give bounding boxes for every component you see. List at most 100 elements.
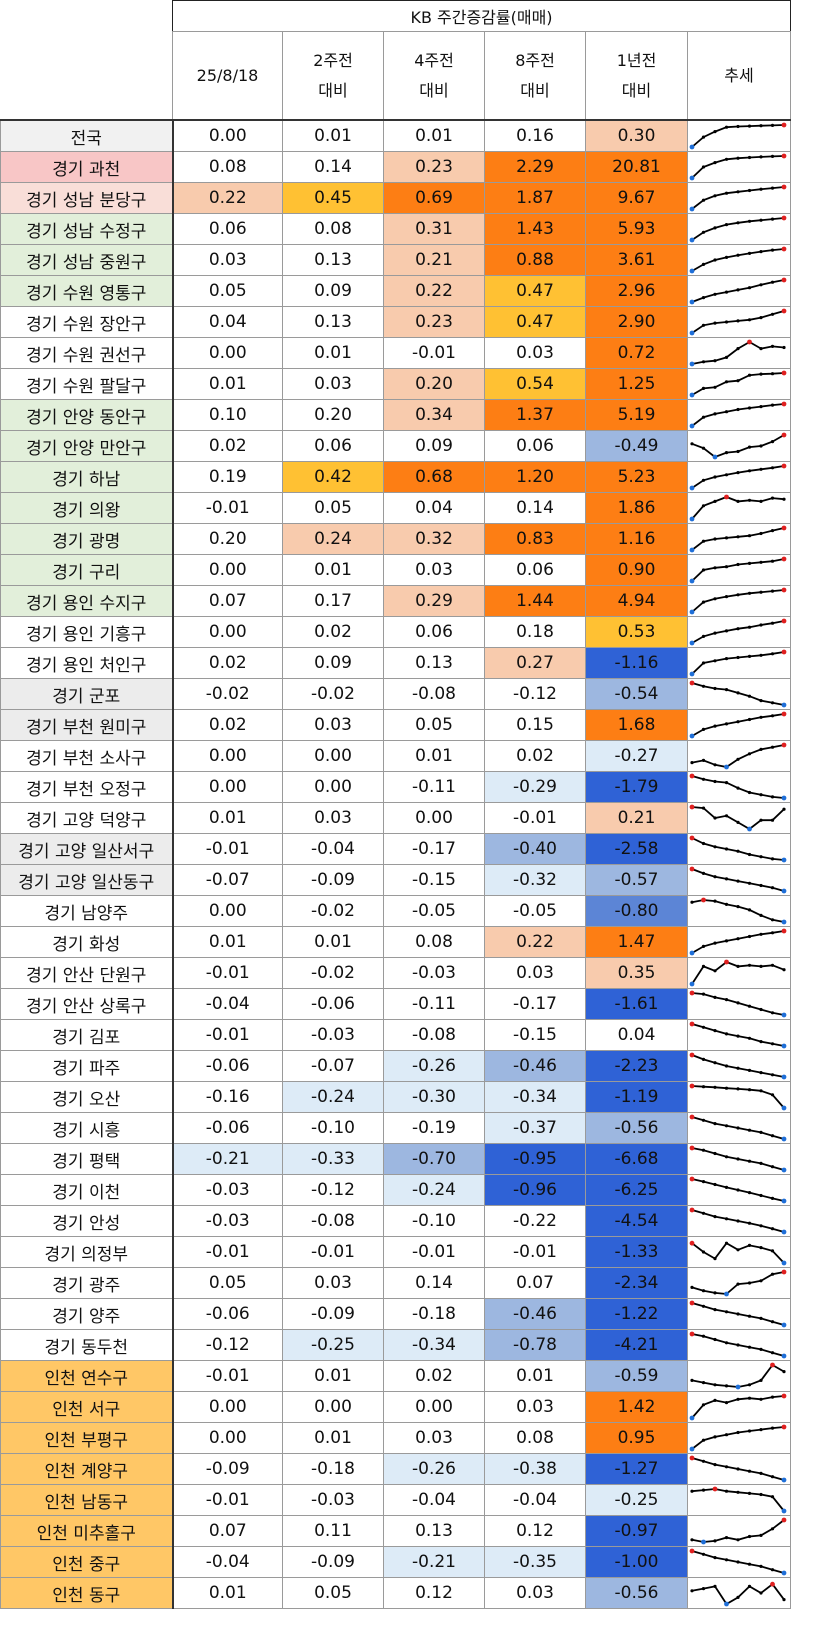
region-name: 경기 고양 덕양구 xyxy=(0,802,174,834)
region-name: 경기 파주 xyxy=(0,1050,174,1082)
value-week: -0.02 xyxy=(172,678,283,710)
value-1y: -1.22 xyxy=(585,1298,688,1330)
sparkline-point xyxy=(713,1398,717,1402)
sparkline-point xyxy=(770,652,775,656)
sparkline-point xyxy=(736,1157,740,1161)
sparkline-point xyxy=(747,1068,752,1072)
sparkline-point xyxy=(747,1243,752,1247)
sparkline-point xyxy=(759,715,763,719)
value-week: 0.01 xyxy=(172,1577,283,1609)
sparkline-min-point xyxy=(724,764,729,770)
table-row: 경기 군포 -0.02 -0.02 -0.08 -0.12 -0.54 xyxy=(0,678,791,710)
sparkline-point xyxy=(770,1093,775,1097)
sparkline-point xyxy=(713,258,717,262)
value-2w: -0.02 xyxy=(282,957,384,989)
sparkline-point xyxy=(747,1088,752,1092)
trend-sparkline xyxy=(687,461,791,493)
sparkline-point xyxy=(713,359,717,363)
value-1y: 5.19 xyxy=(585,399,688,431)
sparkline-min-point xyxy=(689,175,695,181)
value-8w: 0.14 xyxy=(484,492,586,524)
value-week: -0.06 xyxy=(172,1050,283,1082)
sparkline-point xyxy=(724,1341,729,1345)
sparkline-svg xyxy=(690,1269,787,1297)
sparkline-point xyxy=(759,1378,763,1382)
sparkline-min-point xyxy=(781,1260,787,1266)
trend-sparkline xyxy=(687,1205,791,1237)
sparkline-max-point xyxy=(724,959,729,965)
sparkline-point xyxy=(770,1527,775,1531)
value-week: -0.01 xyxy=(172,957,283,989)
sparkline-point xyxy=(759,187,763,191)
value-1y: -0.80 xyxy=(585,895,688,927)
sparkline-point xyxy=(701,135,706,139)
table-row: 경기 수원 장안구 0.04 0.13 0.23 0.47 2.90 xyxy=(0,306,791,338)
sparkline-point xyxy=(747,1534,752,1539)
value-4w: 0.05 xyxy=(383,709,485,741)
sparkline-point xyxy=(701,1148,706,1152)
sparkline-svg xyxy=(689,1021,787,1049)
sparkline-point xyxy=(770,154,775,158)
sparkline-max-point xyxy=(781,742,787,748)
sparkline-point xyxy=(747,406,752,410)
sparkline-point xyxy=(770,440,775,444)
sparkline-point xyxy=(713,816,717,820)
table-row: 경기 오산 -0.16 -0.24 -0.30 -0.34 -1.19 xyxy=(0,1081,791,1113)
sparkline-point xyxy=(724,1489,729,1493)
sparkline-point xyxy=(713,1463,717,1467)
sparkline-point xyxy=(747,1584,752,1588)
sparkline-point xyxy=(747,534,752,538)
value-week: 0.05 xyxy=(172,275,283,307)
sparkline-point xyxy=(759,283,763,287)
sparkline-line xyxy=(691,340,785,365)
value-4w: -0.26 xyxy=(383,1453,485,1485)
table-row: 경기 고양 일산동구 -0.07 -0.09 -0.15 -0.32 -0.57 xyxy=(0,864,791,896)
sparkline-point xyxy=(759,1533,763,1537)
value-8w: -0.40 xyxy=(484,833,586,865)
sparkline-min-point xyxy=(689,392,695,398)
sparkline-point xyxy=(747,286,752,290)
header-2w-l2: 대비 xyxy=(318,80,348,100)
sparkline-point xyxy=(747,373,752,377)
sparkline-svg xyxy=(689,1083,787,1111)
region-name: 경기 수원 권선구 xyxy=(0,337,174,369)
sparkline-point xyxy=(782,968,786,972)
header-1y: 1년전 대비 xyxy=(585,31,688,121)
value-8w: -0.12 xyxy=(484,678,586,710)
sparkline-point xyxy=(770,1227,775,1231)
value-4w: -0.34 xyxy=(383,1329,485,1361)
table-row: 경기 수원 권선구 0.00 0.01 -0.01 0.03 0.72 xyxy=(0,337,791,369)
trend-sparkline xyxy=(687,1236,791,1268)
value-2w: -0.08 xyxy=(282,1205,384,1237)
value-2w: -0.18 xyxy=(282,1453,384,1485)
sparkline-point xyxy=(747,908,752,912)
sparkline-point xyxy=(759,316,763,320)
sparkline-point xyxy=(736,1343,740,1347)
value-4w: -0.70 xyxy=(383,1143,485,1175)
value-4w: -0.03 xyxy=(383,957,485,989)
sparkline-svg xyxy=(689,277,787,305)
value-2w: 0.20 xyxy=(282,399,384,431)
sparkline-line xyxy=(691,651,785,675)
value-8w: -0.32 xyxy=(484,864,586,896)
title-row: KB 주간증감률(매매) xyxy=(0,0,791,32)
sparkline-max-point xyxy=(781,463,787,469)
region-name: 경기 하남 xyxy=(0,461,174,493)
trend-sparkline xyxy=(687,1391,791,1423)
value-2w: 0.08 xyxy=(282,213,384,245)
sparkline-point xyxy=(747,852,752,857)
trend-sparkline xyxy=(687,1360,791,1392)
value-4w: 0.01 xyxy=(383,740,485,772)
sparkline-point xyxy=(713,1308,717,1312)
table-row: 경기 고양 덕양구 0.01 0.03 0.00 -0.01 0.21 xyxy=(0,802,791,834)
sparkline-point xyxy=(713,969,717,973)
sparkline-min-point xyxy=(689,1415,695,1421)
sparkline-max-point xyxy=(724,494,729,500)
sparkline-point xyxy=(701,165,706,169)
trend-sparkline xyxy=(687,182,791,214)
sparkline-line xyxy=(691,1054,785,1078)
region-name: 경기 남양주 xyxy=(0,895,174,927)
sparkline-point xyxy=(713,1215,717,1219)
sparkline-point xyxy=(701,1488,706,1492)
value-8w: 0.47 xyxy=(484,306,586,338)
